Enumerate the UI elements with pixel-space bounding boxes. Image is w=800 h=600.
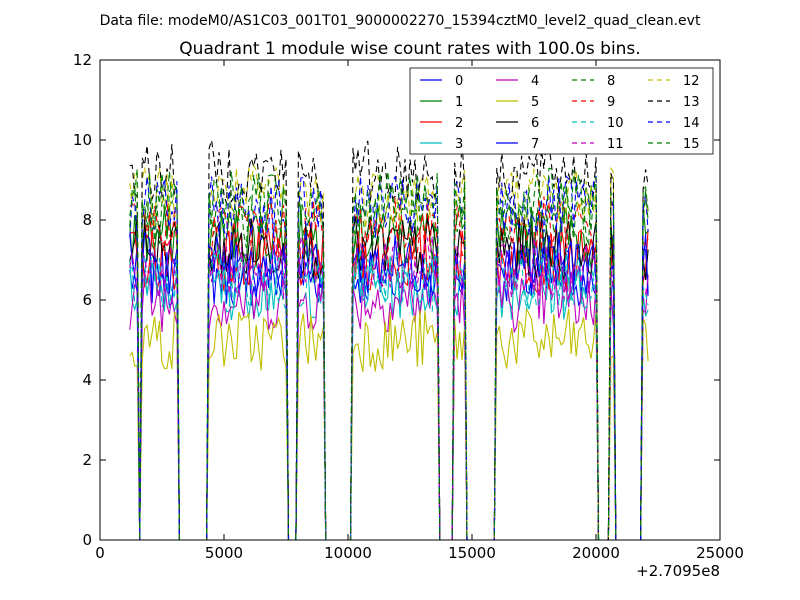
series-line-15 [129, 167, 649, 540]
x-axis: 0 5000 10000 15000 20000 25000 [95, 60, 744, 562]
x-tick-label: 25000 [696, 544, 744, 562]
legend-label-8: 8 [607, 74, 615, 89]
legend-label-10: 10 [607, 116, 624, 131]
series-line-5 [129, 308, 649, 540]
x-tick-label: 0 [95, 544, 105, 562]
series-line-12 [129, 164, 649, 540]
legend-label-14: 14 [683, 116, 700, 131]
y-tick-label: 8 [82, 211, 92, 229]
x-offset-label: +2.7095e8 [636, 562, 720, 580]
legend-label-4: 4 [531, 74, 539, 89]
series-line-14 [129, 175, 649, 540]
y-tick-label: 12 [73, 51, 92, 69]
figure-suptitle: Data file: modeM0/AS1C03_001T01_90000022… [100, 13, 701, 29]
series-line-8 [129, 183, 649, 540]
series-line-11 [129, 236, 649, 540]
series-lines [129, 137, 649, 540]
x-tick-label: 20000 [572, 544, 620, 562]
legend-label-5: 5 [531, 95, 539, 110]
legend-label-13: 13 [683, 95, 700, 110]
x-tick-label: 5000 [205, 544, 243, 562]
series-line-7 [129, 231, 649, 540]
series-line-9 [129, 196, 649, 540]
series-line-10 [129, 247, 649, 540]
chart-title: Quadrant 1 module wise count rates with … [179, 39, 640, 59]
legend-label-9: 9 [607, 95, 615, 110]
legend-label-15: 15 [683, 137, 700, 152]
legend-label-11: 11 [607, 137, 624, 152]
legend-label-7: 7 [531, 137, 539, 152]
y-tick-label: 4 [82, 371, 92, 389]
y-tick-label: 0 [82, 531, 92, 549]
legend-label-6: 6 [531, 116, 539, 131]
series-line-13 [129, 137, 649, 540]
legend-label-1: 1 [455, 95, 463, 110]
y-tick-label: 10 [73, 131, 92, 149]
legend-label-12: 12 [683, 74, 700, 89]
series-line-4 [129, 270, 649, 540]
legend-label-3: 3 [455, 137, 463, 152]
x-tick-label: 15000 [448, 544, 496, 562]
y-tick-label: 6 [82, 291, 92, 309]
x-tick-label: 10000 [324, 544, 372, 562]
legend-label-0: 0 [455, 74, 463, 89]
y-tick-label: 2 [82, 451, 92, 469]
legend-label-2: 2 [455, 116, 463, 131]
legend-box [409, 67, 714, 155]
